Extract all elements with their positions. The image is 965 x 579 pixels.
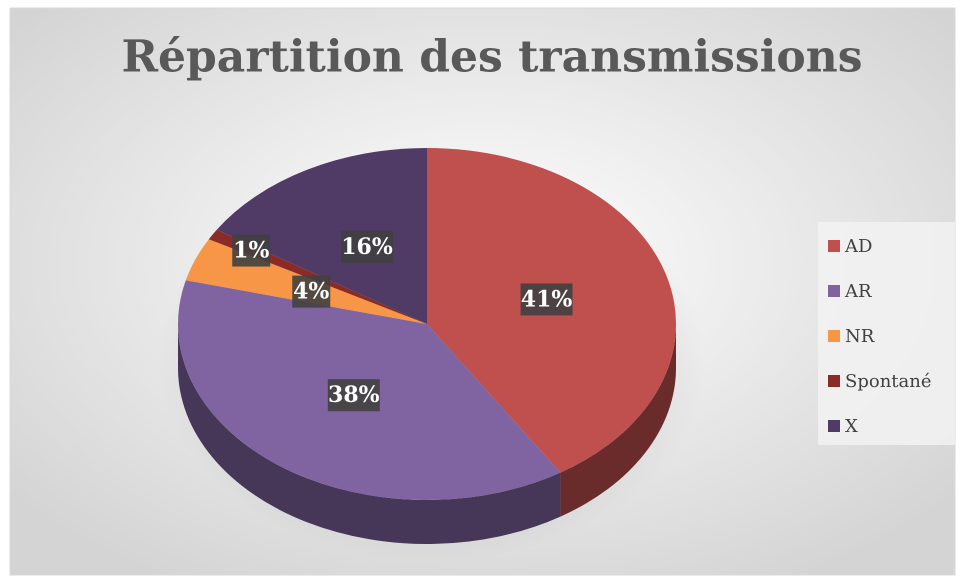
data-label: 16% bbox=[341, 234, 393, 260]
legend-label: Spontané bbox=[845, 371, 932, 392]
legend-label: AD bbox=[844, 236, 872, 257]
data-label-box bbox=[232, 234, 271, 267]
pie bbox=[178, 148, 677, 544]
legend-swatch bbox=[828, 420, 840, 432]
data-label: 4% bbox=[293, 279, 329, 305]
data-label-box bbox=[341, 230, 394, 263]
slice-side bbox=[178, 324, 561, 544]
data-label-box bbox=[327, 379, 380, 412]
chart-title: Répartition des transmissions bbox=[121, 32, 862, 83]
legend: AD AR NR Spontané X bbox=[828, 236, 932, 437]
data-label-box bbox=[520, 283, 573, 316]
data-label: 41% bbox=[521, 286, 573, 312]
legend-box bbox=[818, 222, 955, 445]
legend-swatch bbox=[828, 375, 840, 387]
data-label-box bbox=[292, 275, 331, 308]
data-label: 38% bbox=[328, 382, 380, 408]
legend-label: NR bbox=[845, 326, 875, 347]
legend-swatch bbox=[828, 330, 840, 342]
legend-label: AR bbox=[844, 281, 872, 302]
legend-swatch bbox=[828, 285, 840, 297]
legend-label: X bbox=[845, 416, 858, 437]
data-labels: 41% 38% 4% 1% 16% bbox=[232, 230, 573, 412]
slice-side bbox=[560, 324, 676, 517]
slice bbox=[216, 148, 427, 324]
legend-swatch bbox=[828, 240, 840, 252]
slice-top bbox=[216, 148, 427, 324]
data-label: 1% bbox=[233, 238, 269, 264]
